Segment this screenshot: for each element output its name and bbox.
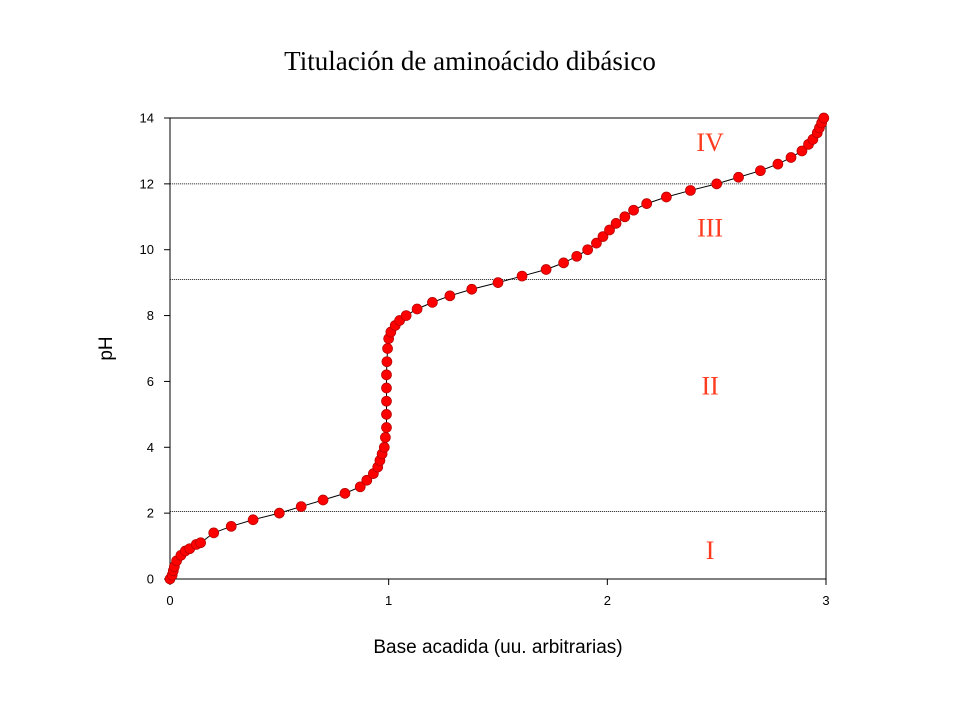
data-point	[571, 250, 583, 262]
x-tick-label: 2	[604, 593, 611, 608]
data-point	[381, 422, 392, 433]
y-tick-label: 12	[140, 176, 154, 191]
data-point	[582, 244, 594, 256]
data-point	[492, 277, 504, 288]
data-point	[641, 198, 653, 209]
data-point	[382, 343, 393, 354]
x-tick-label: 1	[385, 593, 392, 608]
y-tick-label: 14	[140, 111, 154, 126]
region-label: III	[697, 214, 723, 243]
data-point	[380, 432, 391, 443]
data-point	[755, 165, 766, 177]
data-point	[400, 310, 412, 321]
data-point	[466, 283, 478, 295]
y-tick-label: 10	[140, 242, 154, 257]
region-label: IV	[696, 128, 724, 157]
reference-lines	[170, 183, 826, 512]
data-point	[610, 218, 622, 229]
x-tick-label: 3	[822, 593, 829, 608]
data-points	[164, 112, 830, 585]
data-point	[796, 145, 808, 157]
data-point	[381, 382, 392, 394]
data-point	[378, 441, 390, 453]
data-point	[591, 237, 602, 249]
x-tick-label: 0	[166, 593, 173, 608]
data-point	[444, 290, 456, 302]
titration-curve-line	[169, 117, 825, 580]
chart-title: Titulación de aminoácido dibásico	[284, 46, 656, 76]
data-point	[208, 527, 220, 539]
data-point	[619, 211, 631, 223]
data-point	[411, 303, 423, 315]
data-point	[772, 158, 784, 170]
data-point	[361, 474, 373, 486]
y-tick-label: 4	[147, 440, 154, 455]
data-point	[540, 264, 552, 275]
data-point	[317, 494, 329, 506]
data-point	[711, 178, 723, 190]
data-point	[818, 112, 830, 124]
data-point	[733, 171, 744, 183]
data-point	[225, 520, 237, 532]
data-point	[195, 537, 206, 549]
data-point	[381, 395, 392, 407]
data-point	[661, 191, 672, 203]
data-point	[381, 356, 393, 368]
data-point	[558, 257, 569, 269]
data-point	[597, 231, 609, 242]
data-point	[785, 152, 797, 163]
plot-frame	[169, 117, 827, 580]
data-point	[381, 369, 392, 381]
region-label: I	[706, 536, 715, 565]
data-point	[427, 297, 438, 308]
y-tick-label: 6	[147, 374, 154, 389]
y-tick-label: 0	[147, 572, 154, 587]
y-tick-label: 8	[147, 308, 154, 323]
y-axis-label: pH	[96, 336, 117, 360]
data-point	[295, 501, 307, 512]
data-point	[516, 270, 528, 282]
y-tick-label: 2	[147, 506, 154, 521]
x-axis-label: Base acadida (uu. arbitrarias)	[373, 637, 622, 658]
data-point	[247, 514, 259, 526]
data-point	[685, 185, 696, 196]
data-point	[381, 409, 392, 420]
region-label: II	[701, 372, 718, 401]
data-point	[273, 507, 285, 519]
data-point	[628, 204, 639, 216]
data-point	[339, 488, 351, 499]
data-point	[354, 481, 366, 493]
data-point	[604, 224, 615, 236]
